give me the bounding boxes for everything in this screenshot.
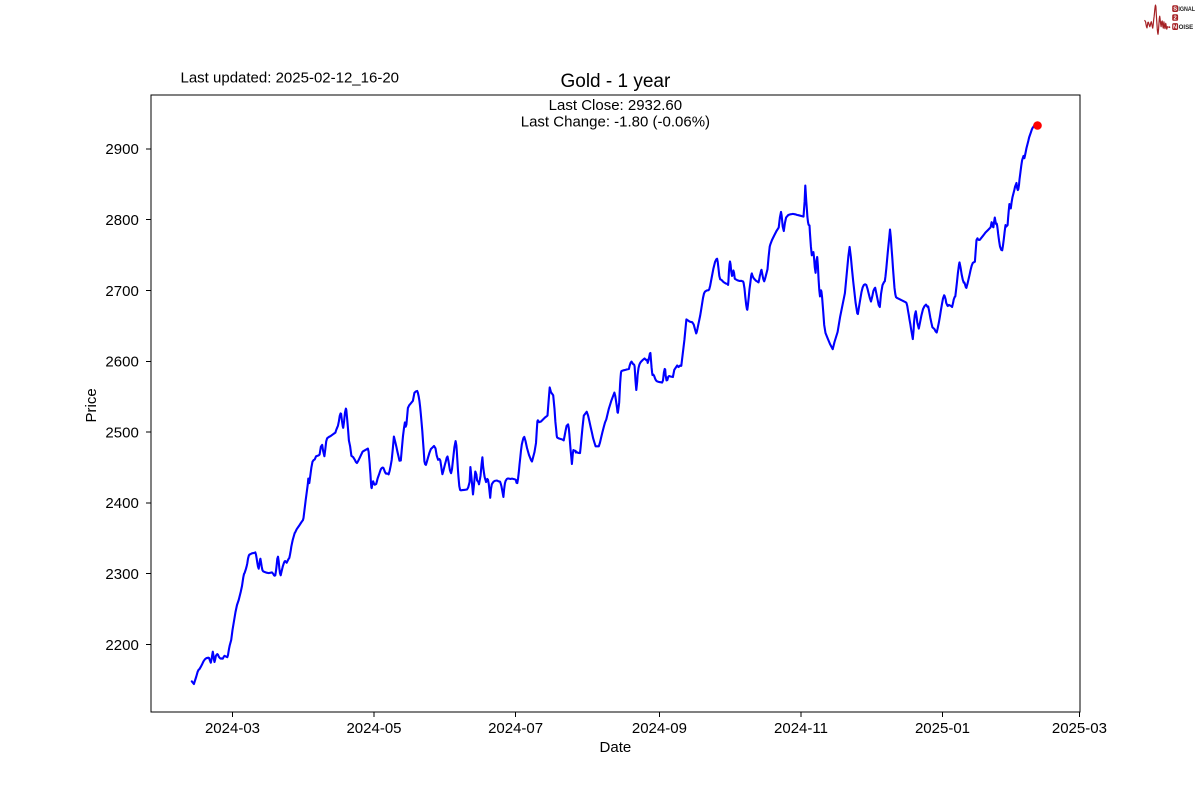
- svg-text:2025-03: 2025-03: [1052, 720, 1107, 737]
- svg-text:N: N: [1173, 25, 1177, 31]
- svg-text:2300: 2300: [105, 566, 138, 583]
- svg-text:2024-09: 2024-09: [632, 720, 687, 737]
- svg-text:Price: Price: [83, 388, 100, 422]
- svg-text:IGNAL: IGNAL: [1178, 6, 1195, 13]
- svg-text:Last Close: 2932.60: Last Close: 2932.60: [549, 97, 682, 114]
- svg-text:2600: 2600: [105, 354, 138, 371]
- svg-text:S: S: [1173, 7, 1177, 13]
- svg-text:Date: Date: [600, 739, 632, 756]
- svg-text:2024-11: 2024-11: [774, 720, 828, 737]
- svg-text:Gold - 1 year: Gold - 1 year: [560, 71, 670, 92]
- svg-text:2800: 2800: [105, 212, 138, 229]
- svg-text:2: 2: [1174, 16, 1177, 22]
- svg-text:2900: 2900: [105, 141, 138, 158]
- svg-text:Last updated: 2025-02-12_16-20: Last updated: 2025-02-12_16-20: [181, 69, 400, 86]
- svg-text:Last Change: -1.80 (-0.06%): Last Change: -1.80 (-0.06%): [521, 114, 710, 131]
- svg-text:2024-07: 2024-07: [488, 720, 543, 737]
- svg-text:2200: 2200: [105, 637, 138, 654]
- svg-text:OISE: OISE: [1179, 24, 1194, 31]
- svg-text:2700: 2700: [105, 283, 138, 300]
- svg-text:2400: 2400: [105, 495, 138, 512]
- svg-text:2024-05: 2024-05: [346, 720, 401, 737]
- svg-text:2025-01: 2025-01: [915, 720, 970, 737]
- svg-text:2024-03: 2024-03: [205, 720, 260, 737]
- svg-text:2500: 2500: [105, 424, 138, 441]
